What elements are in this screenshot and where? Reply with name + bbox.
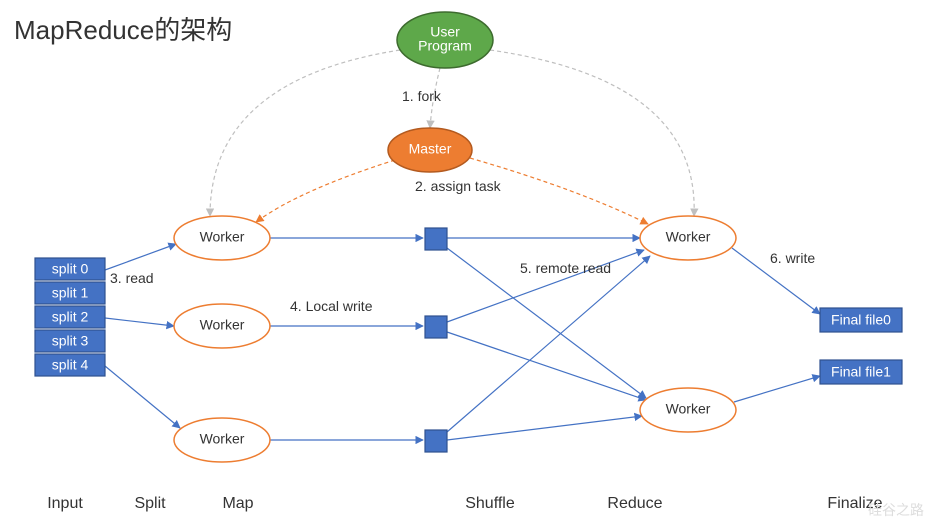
edge-6	[105, 318, 174, 326]
edge-label-2: 3. read	[110, 270, 154, 286]
edge-label-4: 5. remote read	[520, 260, 611, 276]
node-label-ff0: Final file0	[831, 312, 891, 328]
node-label-mw3: Worker	[200, 431, 245, 447]
stage-label-split: Split	[110, 495, 190, 513]
stage-label-shuffle: Shuffle	[450, 495, 530, 513]
node-label-user: Program	[418, 38, 472, 54]
edge-5	[105, 244, 176, 270]
node-sq1	[425, 228, 447, 250]
node-label-master: Master	[409, 141, 452, 157]
node-label-split0: split 0	[52, 261, 89, 277]
edge-label-0: 1. fork	[402, 88, 441, 104]
node-label-split2: split 2	[52, 309, 89, 325]
node-label-ff1: Final file1	[831, 364, 891, 380]
node-label-mw1: Worker	[200, 229, 245, 245]
watermark-text: 硅谷之路	[868, 500, 924, 520]
edge-18	[734, 376, 820, 402]
node-sq2	[425, 316, 447, 338]
edge-15	[447, 256, 650, 432]
node-label-mw2: Worker	[200, 317, 245, 333]
stage-label-map: Map	[198, 495, 278, 513]
edge-1	[210, 50, 400, 216]
node-label-split3: split 3	[52, 333, 89, 349]
edge-2	[490, 50, 694, 216]
edge-16	[447, 416, 642, 440]
node-label-split1: split 1	[52, 285, 89, 301]
edge-3	[256, 160, 395, 222]
edge-label-1: 2. assign task	[415, 178, 501, 194]
edge-7	[105, 366, 180, 428]
node-sq3	[425, 430, 447, 452]
edge-label-3: 4. Local write	[290, 298, 372, 314]
stage-label-reduce: Reduce	[595, 495, 675, 513]
edge-label-5: 6. write	[770, 250, 815, 266]
stage-label-input: Input	[25, 495, 105, 513]
node-label-split4: split 4	[52, 357, 89, 373]
edge-14	[447, 332, 646, 400]
node-label-rw2: Worker	[666, 401, 711, 417]
node-label-rw1: Worker	[666, 229, 711, 245]
